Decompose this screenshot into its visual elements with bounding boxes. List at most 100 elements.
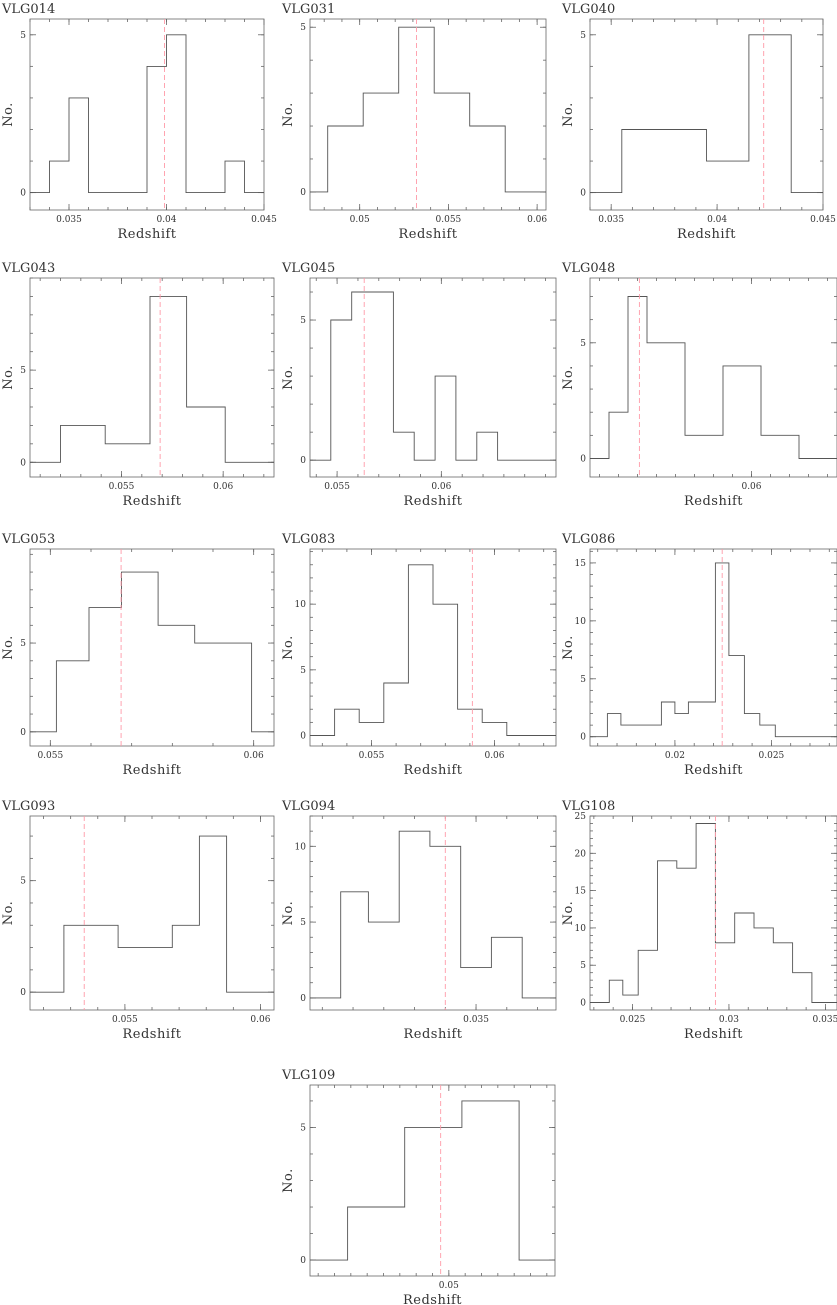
histogram-bin: [64, 925, 91, 992]
histogram-bin: [628, 297, 647, 459]
y-tick-label: 0: [20, 458, 26, 468]
histogram-bin: [688, 702, 702, 737]
histogram-steps: [590, 296, 837, 459]
x-axis-label: Redshift: [684, 763, 743, 778]
histogram-panel-vlg043: 0.055 0.06 0 5 VLG043 Redshift No.: [1, 261, 275, 509]
panel-title: VLG108: [561, 799, 615, 814]
histogram-bin: [462, 1101, 519, 1260]
histogram-panel-vlg086: 0.02 0.025 0 5 10 15 VLG086 Redshift No.: [561, 532, 837, 778]
x-axis-label: Redshift: [403, 1027, 462, 1042]
histogram-bin: [677, 868, 696, 1002]
histogram-bin: [105, 444, 150, 462]
histogram-bin: [647, 343, 666, 459]
x-axis-label: Redshift: [684, 1027, 743, 1042]
histogram-bin: [491, 937, 522, 998]
histogram-panel-vlg109: 0.05 0 5 VLG109 Redshift No.: [281, 1068, 556, 1305]
x-axis-label: Redshift: [122, 763, 181, 778]
histogram-steps: [590, 823, 837, 1003]
y-axis-label: No.: [1, 901, 16, 926]
y-tick-label: 20: [575, 849, 587, 859]
x-axis-label: Redshift: [677, 227, 736, 242]
histogram-panel-vlg014: 0.035 0.04 0.045 0 5 VLG014 Redshift No.: [1, 2, 277, 242]
x-tick-label: 0.03: [719, 1015, 739, 1025]
histogram-bin: [199, 836, 226, 992]
y-axis-label: No.: [561, 365, 576, 390]
y-tick-label: 5: [20, 31, 26, 41]
y-tick-label: 0: [20, 728, 26, 738]
x-axis-label: Redshift: [117, 227, 176, 242]
histogram-bin: [638, 950, 657, 1002]
histogram-bin: [729, 656, 744, 737]
y-tick-label: 5: [300, 918, 306, 928]
y-tick-label: 10: [575, 924, 587, 934]
x-axis-label: Redshift: [684, 494, 743, 509]
plot-frame: [29, 277, 275, 478]
histogram-steps: [30, 34, 264, 194]
histogram-bin: [118, 948, 145, 993]
y-tick-label: 0: [20, 189, 26, 199]
histogram-bin: [172, 925, 199, 992]
histogram-bin: [89, 608, 122, 732]
y-axis-label: No.: [1, 102, 16, 127]
x-tick-label: 0.05: [439, 1281, 459, 1291]
x-tick-label: 0.055: [109, 482, 135, 492]
histogram-bin: [621, 725, 635, 737]
x-tick-label: 0.055: [324, 482, 350, 492]
x-tick-label: 0.06: [527, 215, 547, 225]
x-axis-label: Redshift: [403, 1293, 462, 1305]
histogram-steps: [30, 835, 274, 993]
histogram-bin: [147, 66, 167, 192]
y-tick-label: 10: [295, 600, 307, 610]
histogram-bin: [61, 425, 106, 462]
histogram-panel-vlg093: 0.055 0.06 0 5 VLG093 Redshift No.: [1, 799, 275, 1042]
panel-title: VLG093: [1, 799, 55, 814]
x-axis-label: Redshift: [122, 494, 181, 509]
histogram-bin: [363, 93, 398, 192]
x-tick-label: 0.025: [620, 1015, 646, 1025]
plot-frame: [589, 18, 824, 211]
panel-title: VLG043: [1, 261, 55, 276]
histogram-bin: [482, 722, 507, 735]
histogram-bin: [393, 432, 414, 460]
x-tick-label: 0.06: [244, 751, 264, 761]
histogram-bin: [150, 296, 187, 462]
y-tick-label: 0: [300, 994, 306, 1004]
x-tick-label: 0.035: [598, 215, 624, 225]
histogram-bin: [749, 35, 791, 193]
y-axis-label: No.: [1, 635, 16, 660]
histogram-bin: [158, 625, 195, 731]
y-tick-label: 0: [580, 189, 586, 199]
y-axis-label: No.: [281, 1168, 296, 1193]
histogram-bin: [477, 432, 498, 460]
histogram-steps: [590, 562, 837, 738]
panel-title: VLG086: [561, 532, 615, 547]
histogram-bin: [744, 714, 759, 737]
histogram-bin: [458, 709, 483, 735]
x-tick-label: 0.035: [463, 1015, 489, 1025]
histogram-panel-vlg083: 0.055 0.06 0 5 10 VLG083 Redshift No.: [281, 532, 557, 778]
y-tick-label: 0: [300, 731, 306, 741]
histogram-bin: [735, 913, 754, 1003]
y-tick-label: 0: [300, 456, 306, 466]
y-tick-label: 0: [300, 188, 306, 198]
histogram-panel-vlg094: 0.035 0 5 10 VLG094 Redshift No.: [281, 799, 557, 1042]
histogram-bin: [328, 126, 363, 192]
plot-frame: [309, 548, 557, 747]
x-tick-label: 0.06: [213, 482, 233, 492]
x-tick-label: 0.035: [56, 215, 82, 225]
histogram-bin: [696, 823, 715, 1002]
x-tick-label: 0.055: [359, 751, 385, 761]
y-tick-label: 5: [580, 961, 586, 971]
histogram-bin: [225, 161, 245, 193]
y-axis-label: No.: [281, 102, 296, 127]
plot-frame: [589, 548, 837, 747]
panel-title: VLG094: [281, 799, 335, 814]
histogram-bin: [607, 714, 621, 737]
histogram-bin: [399, 831, 430, 998]
plot-frame: [29, 548, 275, 747]
panel-title: VLG045: [281, 261, 335, 276]
histogram-bin: [707, 161, 749, 193]
y-tick-label: 15: [575, 887, 587, 897]
